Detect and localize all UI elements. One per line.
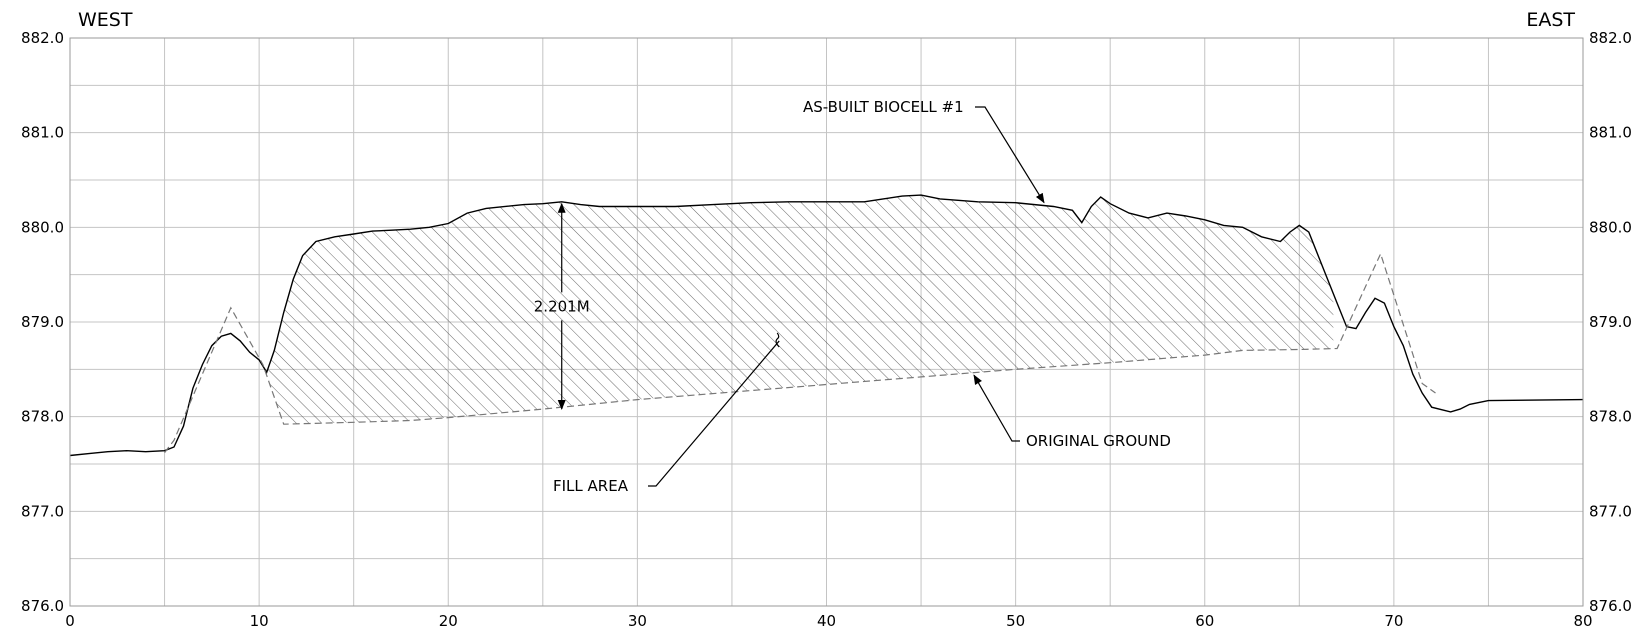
fill-area-label: FILL AREA [553, 477, 629, 495]
x-tick-label: 60 [1195, 612, 1214, 630]
as-built-line [69, 194, 1584, 457]
east-label: EAST [1526, 9, 1575, 31]
original-ground-leader [973, 374, 1020, 442]
original-ground-line [164, 252, 1436, 453]
fill-area [266, 195, 1334, 425]
x-tick-label: 30 [628, 612, 647, 630]
y-tick-label-right: 882.0 [1589, 29, 1632, 47]
fill-area-leader [648, 340, 780, 487]
plot-frame [69, 37, 1584, 607]
y-tick-label-left: 882.0 [21, 29, 64, 47]
fill-area-hatch [266, 195, 1334, 425]
x-tick-label: 0 [65, 612, 75, 630]
x-tick-label: 20 [439, 612, 458, 630]
x-tick-label: 40 [817, 612, 836, 630]
original-ground-label: ORIGINAL GROUND [1026, 432, 1171, 450]
y-tick-label-right: 881.0 [1589, 124, 1632, 142]
y-tick-label-right: 877.0 [1589, 502, 1632, 520]
west-label: WEST [78, 9, 133, 31]
y-tick-label-left: 877.0 [21, 502, 64, 520]
x-tick-label: 80 [1573, 612, 1592, 630]
y-tick-label-left: 879.0 [21, 313, 64, 331]
as-built-label: AS-BUILT BIOCELL #1 [803, 98, 964, 116]
y-tick-label-left: 876.0 [21, 597, 64, 615]
y-tick-label-left: 880.0 [21, 218, 64, 236]
as-built-leader [975, 106, 1045, 204]
y-tick-label-right: 879.0 [1589, 313, 1632, 331]
annotations: AS-BUILT BIOCELL #1 ORIGINAL GROUND FILL A… [534, 98, 1171, 495]
x-tick-label: 70 [1384, 612, 1403, 630]
series-layer [69, 194, 1584, 457]
x-tick-label: 10 [250, 612, 269, 630]
y-tick-label-right: 876.0 [1589, 597, 1632, 615]
x-tick-label: 50 [1006, 612, 1025, 630]
y-tick-label-left: 878.0 [21, 408, 64, 426]
dimension-label: 2.201M [534, 297, 590, 315]
y-tick-label-right: 880.0 [1589, 218, 1632, 236]
fill-area-break-mark [775, 332, 780, 348]
y-tick-label-right: 878.0 [1589, 408, 1632, 426]
y-tick-label-left: 881.0 [21, 124, 64, 142]
